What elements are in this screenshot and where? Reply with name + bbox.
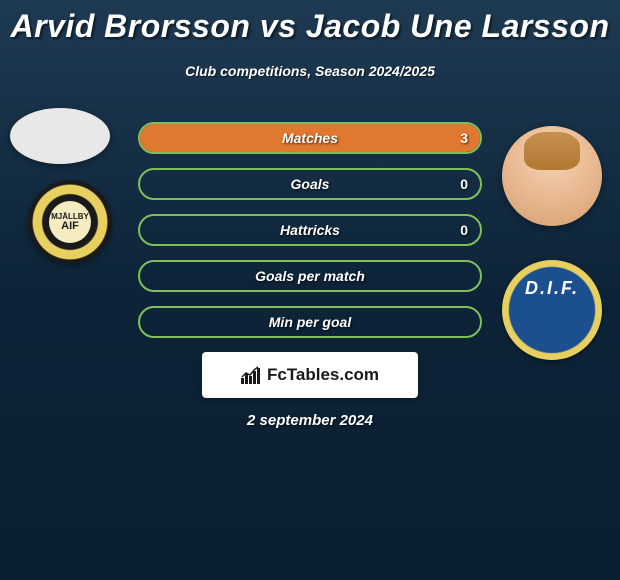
brand-text: FcTables.com: [267, 365, 379, 385]
stat-row: Min per goal: [138, 306, 482, 338]
player-right-avatar: [502, 126, 602, 226]
brand-box[interactable]: FcTables.com: [202, 352, 418, 398]
club-left-badge-text: MJÄLLBY AIF: [49, 201, 91, 243]
stat-label: Hattricks: [140, 216, 480, 244]
club-left-badge: MJÄLLBY AIF: [28, 180, 112, 264]
stat-value-right: 0: [460, 216, 468, 244]
player-left-avatar: [10, 108, 110, 164]
club-right-badge-text: D.I.F.: [525, 278, 579, 299]
stat-label: Goals: [140, 170, 480, 198]
stat-row: Hattricks0: [138, 214, 482, 246]
stat-label: Min per goal: [140, 308, 480, 336]
stat-row: Goals0: [138, 168, 482, 200]
club-right-badge: D.I.F.: [502, 260, 602, 360]
stat-value-right: 3: [460, 124, 468, 152]
club-left-badge-bottom: AIF: [61, 221, 79, 232]
stat-row: Goals per match: [138, 260, 482, 292]
stat-label: Matches: [140, 124, 480, 152]
stat-value-right: 0: [460, 170, 468, 198]
subtitle: Club competitions, Season 2024/2025: [0, 63, 620, 79]
page-title: Arvid Brorsson vs Jacob Une Larsson: [0, 0, 620, 45]
stats-container: Matches3Goals0Hattricks0Goals per matchM…: [138, 122, 482, 352]
date-text: 2 september 2024: [0, 412, 620, 429]
stat-label: Goals per match: [140, 262, 480, 290]
stat-row: Matches3: [138, 122, 482, 154]
barchart-icon: [241, 366, 261, 384]
